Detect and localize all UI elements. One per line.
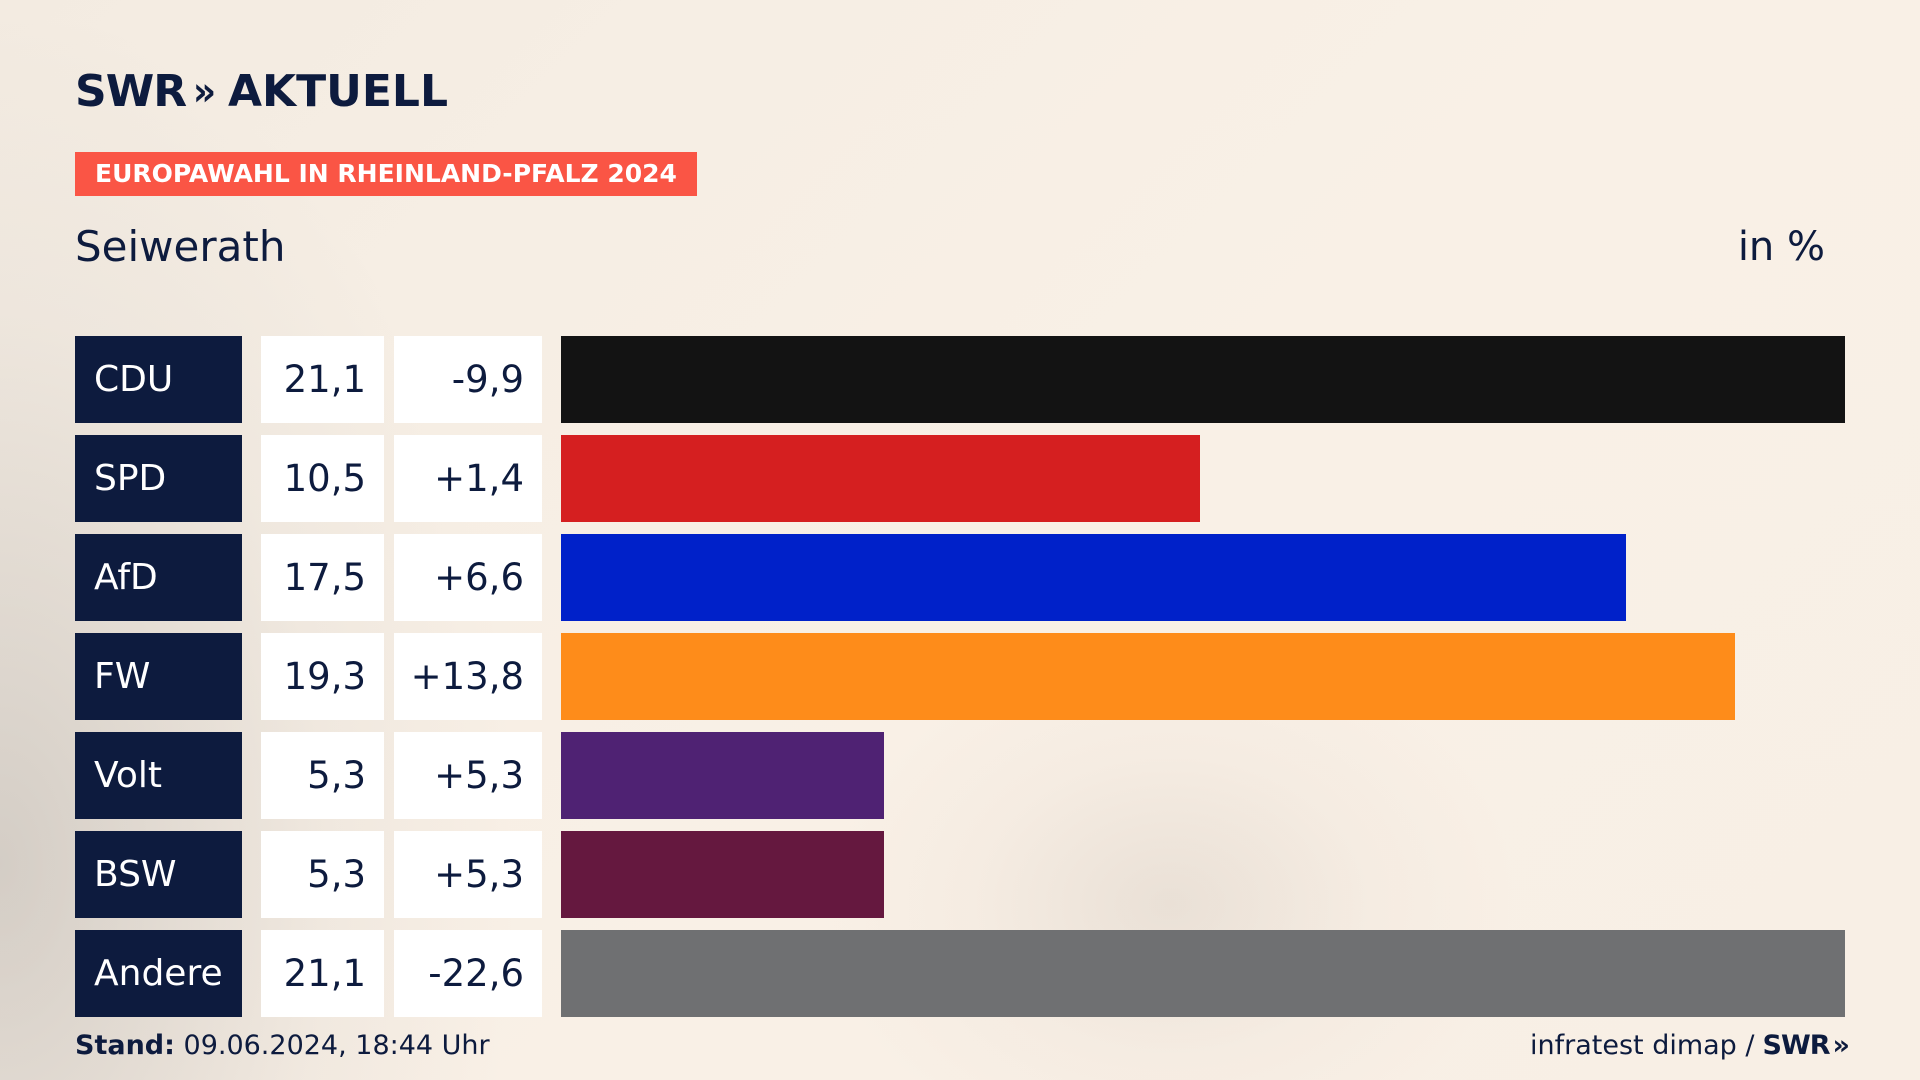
- party-label: SPD: [75, 435, 242, 522]
- bar-fw: [561, 633, 1736, 720]
- footer-swr-logo: SWR: [1762, 1030, 1831, 1061]
- vote-share-value: 5,3: [261, 831, 384, 918]
- bar-andere: [561, 930, 1845, 1017]
- vote-share-value: 21,1: [261, 336, 384, 423]
- bar-track: [561, 435, 1845, 522]
- vote-share-change: -9,9: [394, 336, 542, 423]
- party-label: Volt: [75, 732, 242, 819]
- bar-bsw: [561, 831, 884, 918]
- vote-share-change: +1,4: [394, 435, 542, 522]
- election-tag: EUROPAWAHL IN RHEINLAND-PFALZ 2024: [75, 152, 697, 196]
- stand-label: Stand:: [75, 1030, 175, 1061]
- bar-track: [561, 930, 1845, 1017]
- result-row: Andere 21,1 -22,6: [75, 930, 1845, 1017]
- result-row: BSW 5,3 +5,3: [75, 831, 1845, 918]
- swr-aktuell-logo: SWR » AKTUELL: [75, 66, 448, 117]
- result-row: AfD 17,5 +6,6: [75, 534, 1845, 621]
- logo-word: AKTUELL: [227, 66, 448, 117]
- footer-stand: Stand: 09.06.2024, 18:44 Uhr: [75, 1030, 490, 1061]
- logo-text: SWR: [75, 66, 187, 117]
- result-row: FW 19,3 +13,8: [75, 633, 1845, 720]
- bar-track: [561, 831, 1845, 918]
- party-label: Andere: [75, 930, 242, 1017]
- result-row: CDU 21,1 -9,9: [75, 336, 1845, 423]
- bar-track: [561, 534, 1845, 621]
- party-label: CDU: [75, 336, 242, 423]
- party-label: FW: [75, 633, 242, 720]
- vote-share-change: +13,8: [394, 633, 542, 720]
- party-label: AfD: [75, 534, 242, 621]
- vote-share-value: 10,5: [261, 435, 384, 522]
- bar-cdu: [561, 336, 1845, 423]
- bar-afd: [561, 534, 1626, 621]
- party-label: BSW: [75, 831, 242, 918]
- bar-track: [561, 336, 1845, 423]
- vote-share-value: 17,5: [261, 534, 384, 621]
- place-title: Seiwerath: [75, 222, 286, 271]
- bar-volt: [561, 732, 884, 819]
- unit-label: in %: [1737, 224, 1825, 270]
- vote-share-change: -22,6: [394, 930, 542, 1017]
- bar-track: [561, 633, 1845, 720]
- vote-share-change: +6,6: [394, 534, 542, 621]
- vote-share-value: 19,3: [261, 633, 384, 720]
- result-row: SPD 10,5 +1,4: [75, 435, 1845, 522]
- footer-chevron-icon: »: [1832, 1030, 1851, 1061]
- source-text: infratest dimap /: [1530, 1030, 1755, 1061]
- vote-share-value: 21,1: [261, 930, 384, 1017]
- vote-share-change: +5,3: [394, 732, 542, 819]
- footer-source: infratest dimap / SWR »: [1530, 1030, 1851, 1061]
- stand-value: 09.06.2024, 18:44 Uhr: [183, 1030, 490, 1061]
- results-chart: CDU 21,1 -9,9 SPD 10,5 +1,4 AfD 17,5 +6,6 FW 19,3 +…: [75, 336, 1845, 1029]
- bar-spd: [561, 435, 1200, 522]
- logo-chevron-icon: »: [193, 68, 216, 115]
- vote-share-value: 5,3: [261, 732, 384, 819]
- result-row: Volt 5,3 +5,3: [75, 732, 1845, 819]
- vote-share-change: +5,3: [394, 831, 542, 918]
- bar-track: [561, 732, 1845, 819]
